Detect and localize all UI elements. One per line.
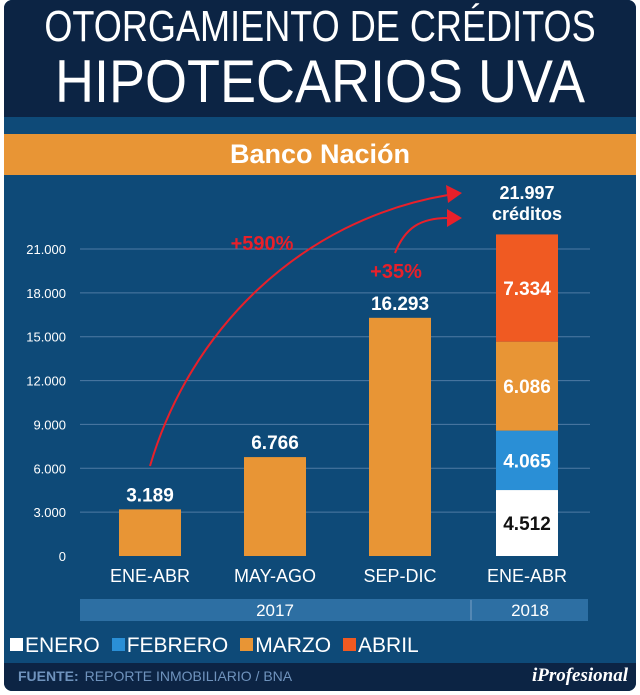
header: OTORGAMIENTO DE CRÉDITOS HIPOTECARIOS UV… xyxy=(4,0,636,117)
legend-swatch xyxy=(111,637,125,651)
stack-value-label: 4.512 xyxy=(503,514,551,535)
y-tick-label: 6.000 xyxy=(33,461,66,476)
arrowhead-icon xyxy=(446,185,462,203)
y-tick-label: 15.000 xyxy=(26,330,66,345)
bar xyxy=(119,509,181,556)
x-tick-label: SEP-DIC xyxy=(363,566,436,586)
stack-segment-abril xyxy=(496,234,558,342)
legend-label: ENERO xyxy=(25,634,100,657)
legend-item: FEBRERO xyxy=(111,634,229,658)
y-tick-label: 0 xyxy=(59,549,66,564)
bar xyxy=(369,317,431,556)
title-line2: HIPOTECARIOS UVA xyxy=(54,48,586,115)
legend-label: FEBRERO xyxy=(126,634,229,657)
source-text: REPORTE INMOBILIARIO / BNA xyxy=(84,668,293,684)
x-tick-label: ENE-ABR xyxy=(487,566,567,586)
stack-segment-enero xyxy=(496,490,558,556)
y-tick-label: 9.000 xyxy=(33,417,66,432)
source-label: FUENTE: xyxy=(18,668,79,684)
total-label: 21.997 xyxy=(499,183,554,203)
year-band xyxy=(80,599,588,621)
y-tick-label: 12.000 xyxy=(26,374,66,389)
legend-swatch xyxy=(10,637,23,651)
legend-item: ABRIL xyxy=(343,634,419,658)
stack-value-label: 7.334 xyxy=(503,279,551,300)
growth-arrow-590 xyxy=(149,194,449,467)
bar-value-label: 6.766 xyxy=(251,433,299,454)
legend-item: ENERO xyxy=(10,634,100,658)
annotation-590: +590% xyxy=(231,233,294,255)
footer: FUENTE: REPORTE INMOBILIARIO / BNA iProfe… xyxy=(4,663,636,691)
legend: ENERO FEBRERO MARZO ABRIL xyxy=(10,634,419,658)
year-label-2018: 2018 xyxy=(511,601,549,620)
bar xyxy=(244,457,306,556)
y-tick-label: 21.000 xyxy=(26,242,66,257)
y-tick-label: 18.000 xyxy=(26,286,66,301)
legend-swatch xyxy=(343,637,357,651)
subtitle-banner: Banco Nación xyxy=(4,134,636,175)
y-tick-label: 3.000 xyxy=(33,505,66,520)
arrowhead-icon xyxy=(447,209,462,227)
legend-label: MARZO xyxy=(255,634,332,657)
brand-logo: iProfesional xyxy=(531,665,628,686)
year-label-2017: 2017 xyxy=(256,601,294,620)
stack-segment-marzo xyxy=(496,341,558,431)
stack-value-label: 4.065 xyxy=(503,451,551,472)
legend-item: MARZO xyxy=(240,634,331,658)
total-unit: créditos xyxy=(492,204,562,224)
x-tick-label: ENE-ABR xyxy=(110,566,190,586)
annotation-35: +35% xyxy=(370,261,422,283)
stack-segment-febrero xyxy=(496,430,558,491)
legend-swatch xyxy=(240,637,254,651)
bar-value-label: 16.293 xyxy=(371,294,429,315)
x-tick-label: MAY-AGO xyxy=(234,566,316,586)
stack-value-label: 6.086 xyxy=(503,377,551,398)
legend-label: ABRIL xyxy=(358,634,419,657)
growth-arrow-35 xyxy=(394,217,449,254)
bar-value-label: 3.189 xyxy=(126,485,174,506)
title-line1: OTORGAMIENTO DE CRÉDITOS xyxy=(44,2,596,51)
